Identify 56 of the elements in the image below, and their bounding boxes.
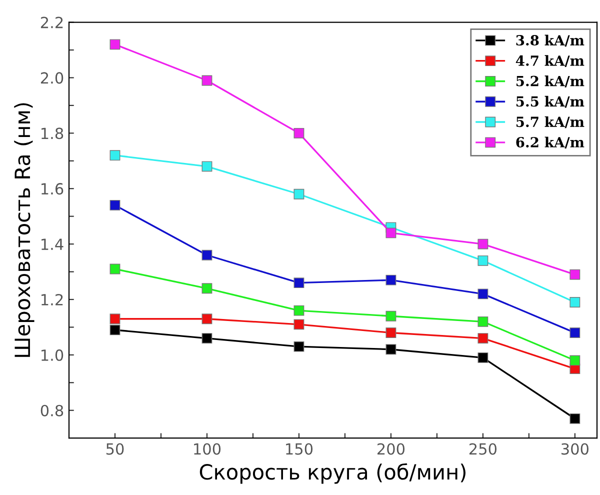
- point: [570, 328, 580, 338]
- legend-label: 5.2 kA/m: [516, 76, 584, 88]
- point: [570, 269, 580, 280]
- legend-label: 4.7 kA/m: [516, 55, 584, 68]
- point: [294, 319, 304, 330]
- point: [478, 288, 488, 300]
- point: [570, 297, 580, 308]
- point: [294, 188, 304, 200]
- legend-label: 5.5 kA/m: [516, 96, 584, 108]
- y-tick-label: 2.0: [40, 72, 64, 84]
- point: [386, 328, 396, 338]
- y-tick-label: 2.2: [40, 16, 63, 28]
- point: [478, 255, 488, 266]
- point: [110, 324, 120, 336]
- point: [386, 344, 396, 355]
- legend-label: 6.2 kA/m: [516, 136, 584, 149]
- point: [386, 310, 396, 322]
- x-axis-title: Скорость круга (об/мин): [200, 463, 466, 484]
- point: [570, 413, 580, 424]
- y-tick-label: 1.8: [42, 128, 64, 140]
- y-tick-label: 1.2: [42, 294, 63, 306]
- x-tick-label: 150: [286, 443, 313, 455]
- y-tick-label: 1.4: [42, 238, 64, 250]
- point: [110, 314, 120, 324]
- point: [110, 264, 120, 274]
- x-tick-label: 250: [469, 443, 497, 455]
- point: [386, 228, 396, 238]
- x-tick-label: 50: [106, 443, 124, 455]
- point: [110, 200, 120, 210]
- point: [202, 161, 212, 172]
- legend-label: 3.8 kA/m: [516, 34, 584, 47]
- x-tick-label: 200: [377, 443, 405, 455]
- point: [294, 305, 304, 316]
- y-tick-label: 1.0: [42, 349, 64, 361]
- point: [478, 316, 488, 327]
- point: [294, 128, 304, 138]
- point: [570, 355, 580, 366]
- point: [202, 333, 212, 344]
- y-tick-label: 0.8: [40, 404, 64, 416]
- point: [478, 333, 488, 344]
- y-tick-label: 1.6: [42, 183, 64, 195]
- point: [110, 39, 120, 50]
- point: [202, 250, 212, 260]
- point: [478, 352, 488, 363]
- y-axis-title: Шероховатость Ra (нм): [14, 103, 34, 357]
- point: [202, 283, 212, 294]
- point: [294, 278, 304, 288]
- x-tick-label: 100: [194, 443, 221, 455]
- legend-label: 5.7 kA/m: [516, 116, 584, 128]
- point: [386, 274, 396, 286]
- point: [478, 238, 488, 250]
- point: [294, 341, 304, 352]
- x-tick-label: 300: [562, 443, 588, 455]
- point: [110, 150, 120, 161]
- point: [202, 75, 212, 86]
- point: [202, 314, 212, 324]
